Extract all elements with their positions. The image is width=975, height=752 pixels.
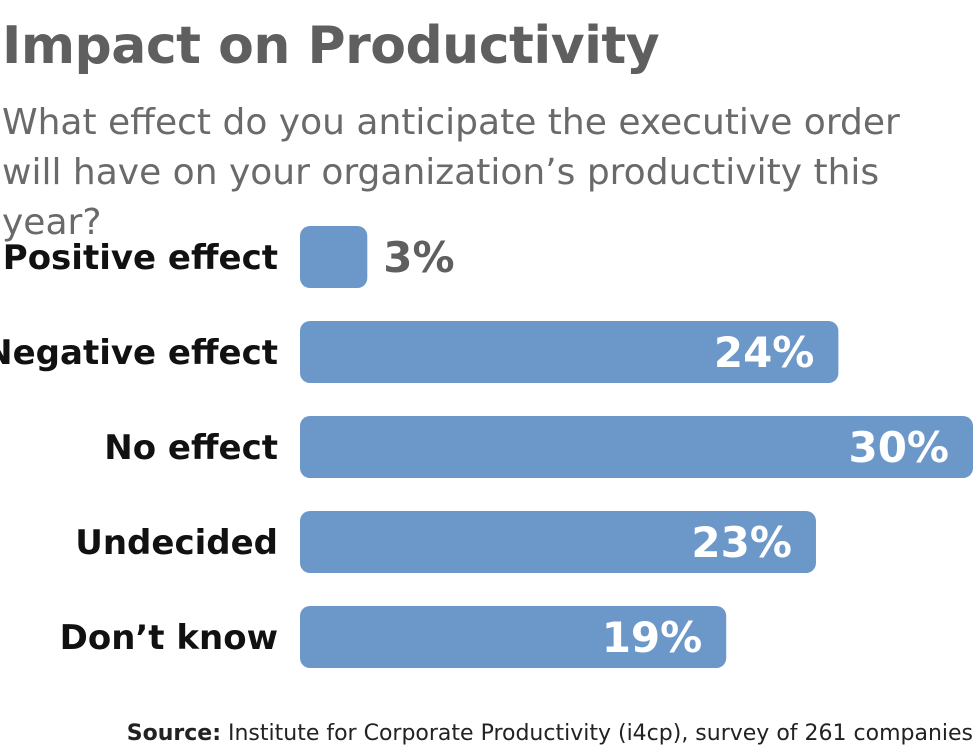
bar-positive-effect	[300, 226, 368, 288]
bar-undecided	[300, 511, 816, 573]
value-label-undecided: 23%	[691, 518, 792, 567]
value-label-no-effect: 30%	[848, 423, 949, 472]
bar-don-t-know	[300, 606, 727, 668]
source-label: Source:	[126, 721, 221, 746]
source-text: Institute for Corporate Productivity (i4…	[228, 721, 973, 746]
category-label-positive-effect: Positive effect	[3, 238, 278, 278]
category-label-no-effect: No effect	[104, 428, 278, 468]
chart-subtitle: What effect do you anticipate the execut…	[2, 102, 900, 243]
category-label-negative-effect: Negative effect	[0, 333, 278, 373]
value-label-positive-effect: 3%	[383, 233, 454, 282]
category-label-undecided: Undecided	[75, 523, 278, 563]
category-label-don-t-know: Don’t know	[60, 618, 278, 658]
source-note: Source: Institute for Corporate Producti…	[127, 721, 973, 746]
chart-title: Impact on Productivity	[2, 16, 660, 76]
value-label-don-t-know: 19%	[602, 613, 703, 662]
bar-negative-effect	[300, 321, 839, 383]
value-label-negative-effect: 24%	[714, 328, 815, 377]
bar-no-effect	[300, 416, 973, 478]
